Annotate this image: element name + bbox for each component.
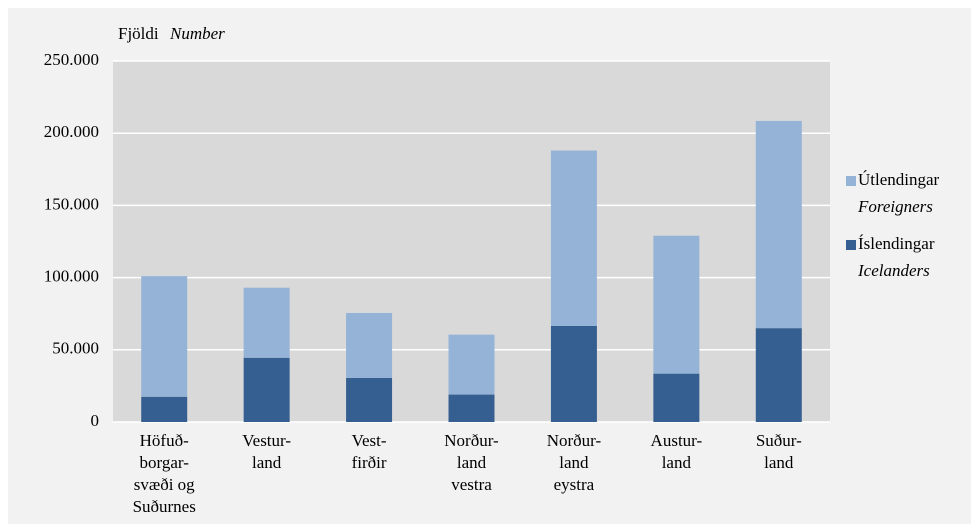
x-tick-label: Suður-land <box>756 431 802 472</box>
y-tick-label: 250.000 <box>44 50 99 69</box>
bar-segment <box>141 396 188 422</box>
y-tick-label: 150.000 <box>44 194 99 213</box>
y-tick-label: 50.000 <box>52 339 99 358</box>
bar-segment <box>448 394 495 422</box>
bar-segment <box>346 312 393 378</box>
x-tick-label: Norður-land vestra <box>444 431 499 494</box>
legend-label: Íslendingar <box>858 234 935 253</box>
bar-segment <box>755 328 802 422</box>
bar-segment <box>346 377 393 422</box>
legend-label-en: Icelanders <box>857 261 930 280</box>
x-tick-label: Vestur-land <box>242 431 291 472</box>
bar-segment <box>755 120 802 329</box>
bar-segment <box>653 373 700 422</box>
y-axis-label-en: Number <box>169 24 225 43</box>
bar-segment <box>550 150 597 326</box>
x-tick-label: Vest-firðir <box>352 431 387 472</box>
x-tick-label: Austur-land <box>651 431 703 472</box>
bar-segment <box>141 276 188 397</box>
legend-swatch <box>846 240 856 250</box>
bar-segment <box>448 334 495 395</box>
bar-segment <box>550 325 597 422</box>
legend-label-en: Foreigners <box>857 197 933 216</box>
legend-swatch <box>846 176 856 186</box>
legend-label: Útlendingar <box>858 170 940 189</box>
y-tick-label: 0 <box>91 411 100 430</box>
bar-segment <box>243 287 290 358</box>
bar-segment <box>243 357 290 422</box>
x-tick-label: Höfuð-borgar-svæði og Suðurnes <box>133 431 196 516</box>
y-tick-label: 100.000 <box>44 267 99 286</box>
y-tick-label: 200.000 <box>44 122 99 141</box>
y-axis-label: Fjöldi <box>118 24 159 43</box>
x-tick-label: Norður-land eystra <box>547 431 602 494</box>
bar-segment <box>653 235 700 374</box>
